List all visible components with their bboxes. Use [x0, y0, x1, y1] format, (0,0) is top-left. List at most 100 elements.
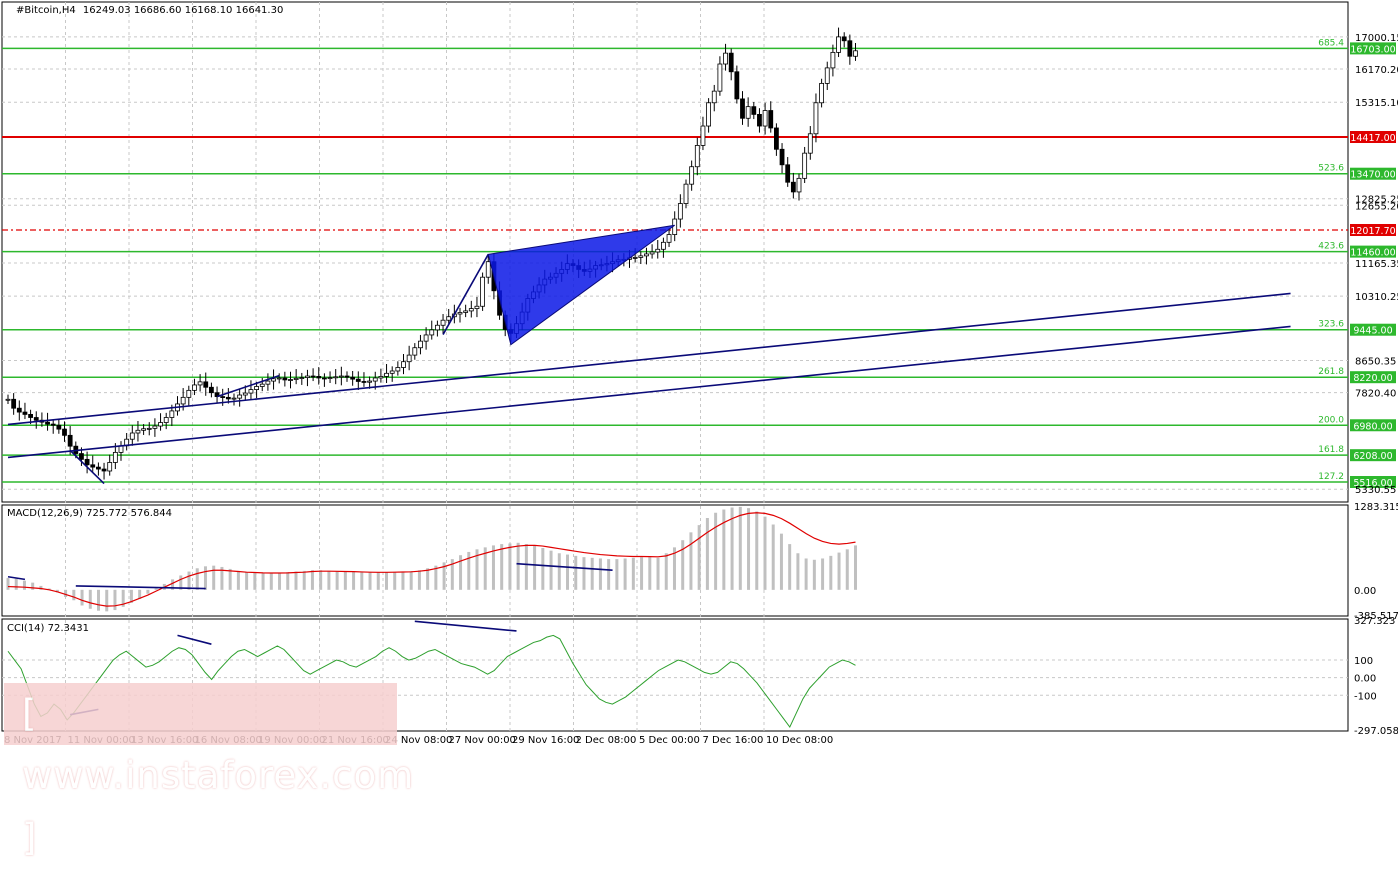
candle-bull	[796, 177, 802, 193]
candle-bull	[632, 257, 638, 259]
level-price-tag-label: 6208.00	[1353, 451, 1392, 462]
candle-bull	[401, 361, 406, 368]
candle-bull	[807, 133, 813, 154]
time-tick-label: 27 Nov 00:00	[449, 735, 516, 746]
macd-tick-label: 1283.315	[1354, 502, 1398, 513]
candle-bull	[129, 432, 135, 440]
fib-label: 127.2	[1318, 472, 1344, 482]
candle-bull	[762, 110, 768, 127]
trendline	[7, 292, 1291, 426]
candle-bear	[310, 375, 316, 378]
candle-bull	[237, 394, 243, 399]
candle-bull	[677, 203, 683, 220]
candle-bull	[384, 372, 389, 377]
candle-bull	[186, 389, 192, 398]
candle-bull	[723, 52, 728, 65]
time-tick-label: 29 Nov 16:00	[512, 735, 579, 746]
candle-bull	[367, 380, 373, 383]
candle-bull	[824, 67, 830, 84]
macd-divergence-line	[7, 575, 26, 581]
macd-divergence-line	[516, 562, 613, 572]
trendline	[7, 325, 1291, 459]
level-price-tag	[1350, 449, 1396, 462]
candle-bear	[774, 127, 779, 150]
candle-bear	[11, 398, 17, 409]
candle-bull	[649, 251, 655, 255]
candle-bull	[372, 377, 378, 382]
candle-bear	[220, 396, 226, 398]
level-price-tag	[1350, 371, 1396, 384]
candle-bull	[463, 310, 469, 313]
level-price-tag-label: 9445.00	[1353, 326, 1392, 337]
candle-bear	[50, 423, 56, 426]
price-tick-label: 11165.35	[1355, 259, 1398, 270]
candle-bull	[265, 380, 271, 385]
candle-bear	[22, 411, 28, 415]
candle-bull	[745, 106, 751, 119]
candle-bear	[779, 148, 785, 166]
candle-bull	[446, 316, 452, 321]
trendline	[442, 253, 489, 335]
symbol-label: #Bitcoin,H4	[16, 5, 76, 16]
candle-bull	[853, 50, 858, 57]
candle-bull	[638, 255, 644, 258]
candle-bear	[208, 386, 214, 394]
level-price-tag	[1350, 323, 1396, 336]
fib-label: 323.6	[1318, 320, 1344, 330]
trendline	[216, 374, 280, 398]
cci-divergence-line	[414, 620, 517, 632]
level-price-tag-label: 12017.70	[1350, 226, 1395, 237]
fib-label: 261.8	[1318, 367, 1344, 377]
candle-bear	[225, 396, 231, 400]
candle-bull	[163, 417, 169, 423]
time-tick-label: 24 Nov 08:00	[385, 735, 452, 746]
candle-bull	[305, 375, 310, 378]
candle-bull	[644, 253, 649, 257]
level-price-tag-label: 14417.00	[1350, 133, 1395, 144]
candle-bear	[728, 52, 734, 73]
candle-bear	[790, 181, 796, 193]
fib-label: 200.0	[1318, 415, 1344, 425]
candle-bear	[96, 466, 101, 470]
candle-bull	[338, 375, 344, 378]
candle-bull	[169, 410, 175, 418]
level-price-tag	[1350, 476, 1396, 488]
candle-bull	[180, 396, 186, 405]
time-tick-label: 10 Dec 08:00	[766, 735, 833, 746]
price-tick-label: 12655.20	[1355, 201, 1398, 212]
candle-bull	[135, 429, 141, 434]
price-tick-label: 5330.55	[1355, 485, 1396, 496]
level-price-tag	[1350, 245, 1396, 258]
level-price-tag	[1350, 419, 1396, 432]
candle-bull	[141, 428, 147, 431]
candle-bull	[468, 308, 474, 312]
macd-signal-line	[7, 512, 856, 607]
level-price-tag	[1350, 42, 1396, 55]
candle-bull	[429, 329, 435, 336]
candle-bull	[802, 152, 808, 179]
price-tick-label: 16170.20	[1355, 65, 1398, 76]
candle-bear	[101, 468, 107, 472]
candle-bull	[485, 261, 491, 278]
candle-bull	[293, 377, 299, 380]
candle-bull	[683, 183, 689, 204]
candle-bear	[321, 377, 327, 380]
wedge-pattern	[487, 224, 675, 346]
fib-label: 161.8	[1318, 445, 1344, 455]
candle-bull	[259, 383, 265, 387]
candle-bull	[406, 354, 412, 363]
candle-bear	[350, 376, 356, 380]
level-price-tag-label: 6980.00	[1353, 421, 1392, 432]
candle-bear	[316, 376, 322, 379]
candle-bear	[740, 98, 745, 119]
macd-tick-label: -385.517	[1354, 611, 1398, 622]
macd-label: MACD(12,26,9) 725.772 576.844	[7, 508, 172, 519]
macd-tick-label: 0.00	[1354, 586, 1376, 597]
cci-label: CCI(14) 72.3431	[7, 623, 89, 634]
candle-bull	[711, 90, 717, 104]
cci-tick-label: 100	[1354, 656, 1373, 667]
candle-bull	[288, 379, 293, 381]
candle-bear	[282, 377, 288, 381]
candle-bear	[355, 378, 361, 382]
candle-bear	[45, 421, 50, 425]
